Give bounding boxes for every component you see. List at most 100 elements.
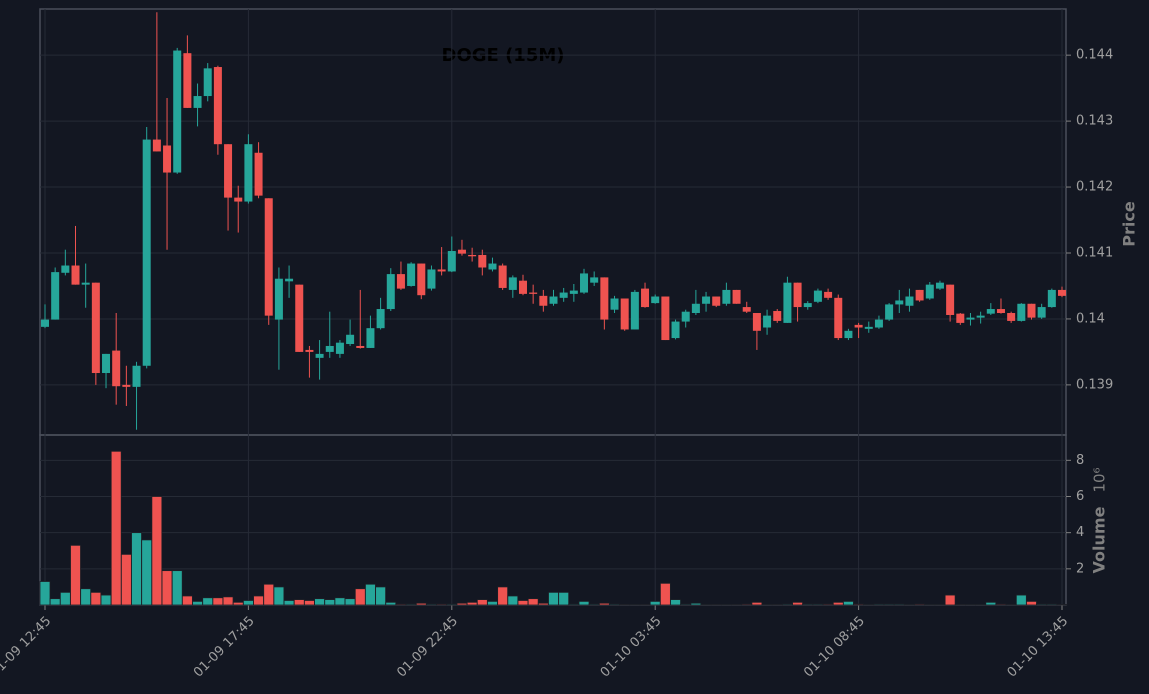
candle-body bbox=[752, 313, 761, 331]
candle-body bbox=[854, 324, 863, 328]
volume-bar bbox=[375, 586, 387, 606]
volume-bar bbox=[222, 596, 234, 606]
candle-body bbox=[742, 307, 751, 312]
volume-bar bbox=[670, 599, 681, 606]
volume-bar bbox=[80, 588, 92, 606]
candle-body bbox=[722, 289, 731, 304]
volume-bar bbox=[324, 599, 336, 606]
candle-body bbox=[732, 289, 741, 304]
volume-bar bbox=[558, 591, 570, 606]
candle-body bbox=[193, 96, 202, 108]
x-tick-label: 01-09 12:45 bbox=[0, 614, 54, 681]
volume-bar bbox=[507, 595, 519, 606]
volume-bar bbox=[873, 603, 885, 606]
candle-body bbox=[824, 291, 833, 298]
volume-bar bbox=[1015, 594, 1027, 606]
candle-body bbox=[122, 384, 131, 387]
volume-bar bbox=[863, 604, 875, 606]
candle-body bbox=[468, 254, 477, 257]
volume-bar bbox=[100, 594, 112, 606]
candle-body bbox=[366, 328, 375, 348]
volume-bar bbox=[975, 604, 987, 606]
candle-body bbox=[81, 282, 90, 285]
volume-bar bbox=[609, 603, 620, 606]
y-tick-label: 2 bbox=[1076, 561, 1084, 576]
volume-bar bbox=[710, 604, 722, 606]
candle-body bbox=[417, 263, 426, 296]
volume-bar bbox=[802, 603, 814, 606]
y-tick-label: 0.143 bbox=[1076, 114, 1113, 129]
candle-body bbox=[580, 273, 589, 293]
volume-bar bbox=[141, 539, 153, 606]
volume-bar bbox=[537, 602, 549, 606]
candle-body bbox=[813, 290, 822, 302]
candle-body bbox=[1037, 307, 1046, 318]
candle-body bbox=[71, 265, 80, 285]
volume-bar bbox=[232, 601, 244, 606]
candle-body bbox=[163, 145, 172, 173]
volume-bar bbox=[1036, 603, 1048, 606]
candle-body bbox=[569, 290, 578, 294]
candle-body bbox=[498, 265, 507, 288]
candle-body bbox=[976, 315, 985, 318]
volume-bar bbox=[954, 604, 966, 606]
volume-bar bbox=[354, 588, 366, 606]
candle-body bbox=[783, 282, 792, 323]
volume-bar bbox=[304, 600, 315, 606]
y-tick-label: 4 bbox=[1076, 525, 1084, 540]
candle-body bbox=[539, 295, 548, 306]
candle-body bbox=[905, 296, 914, 306]
volume-bar bbox=[883, 603, 895, 606]
volume-bar bbox=[120, 553, 132, 606]
candle-body bbox=[224, 144, 233, 198]
volume-bar bbox=[466, 601, 478, 606]
x-tick-label: 01-10 13:45 bbox=[1005, 614, 1072, 681]
candle-body bbox=[610, 298, 619, 310]
candle-body bbox=[51, 272, 60, 320]
y-tick-label: 0.144 bbox=[1076, 48, 1113, 63]
candle-body bbox=[763, 315, 772, 328]
y-tick-label: 0.14 bbox=[1076, 311, 1105, 326]
volume-bar bbox=[263, 583, 275, 606]
volume-bar bbox=[242, 600, 254, 606]
candle-body bbox=[437, 269, 446, 272]
volume-bar bbox=[395, 603, 407, 606]
volume-bar bbox=[792, 601, 803, 606]
candle-body bbox=[325, 345, 334, 352]
volume-bar bbox=[181, 595, 193, 606]
candle-body bbox=[702, 296, 711, 304]
candle-body bbox=[915, 289, 924, 301]
candle-body bbox=[254, 152, 263, 196]
volume-bar bbox=[1056, 604, 1068, 606]
x-tick-label: 01-09 17:45 bbox=[191, 614, 258, 681]
candle-body bbox=[529, 292, 538, 294]
volume-bar bbox=[202, 597, 214, 606]
volume-bar bbox=[517, 600, 529, 606]
candle-body bbox=[356, 345, 365, 348]
x-tick-label: 01-10 08:45 bbox=[801, 614, 868, 681]
volume-bar bbox=[680, 603, 692, 606]
candle-body bbox=[213, 67, 222, 145]
volume-bar bbox=[639, 604, 651, 606]
candle-body bbox=[407, 263, 416, 286]
volume-bar bbox=[822, 603, 834, 606]
candle-body bbox=[661, 296, 670, 341]
x-tick-label: 01-10 03:45 bbox=[598, 614, 665, 681]
volume-bar bbox=[720, 604, 732, 606]
volume-bar bbox=[619, 604, 631, 606]
candle-body bbox=[946, 284, 955, 315]
volume-bar bbox=[334, 597, 346, 606]
candle-body bbox=[447, 251, 456, 272]
y-tick-label: 8 bbox=[1076, 453, 1084, 468]
volume-bar bbox=[812, 603, 824, 606]
volume-bar bbox=[965, 604, 976, 606]
candle-body bbox=[691, 303, 700, 314]
volume-bar bbox=[598, 602, 610, 606]
volume-bar bbox=[49, 598, 61, 606]
volume-bar bbox=[782, 603, 793, 606]
candle-body bbox=[508, 277, 517, 290]
candle-body bbox=[793, 282, 802, 308]
candle-body bbox=[641, 288, 650, 308]
volume-bar bbox=[924, 604, 936, 606]
